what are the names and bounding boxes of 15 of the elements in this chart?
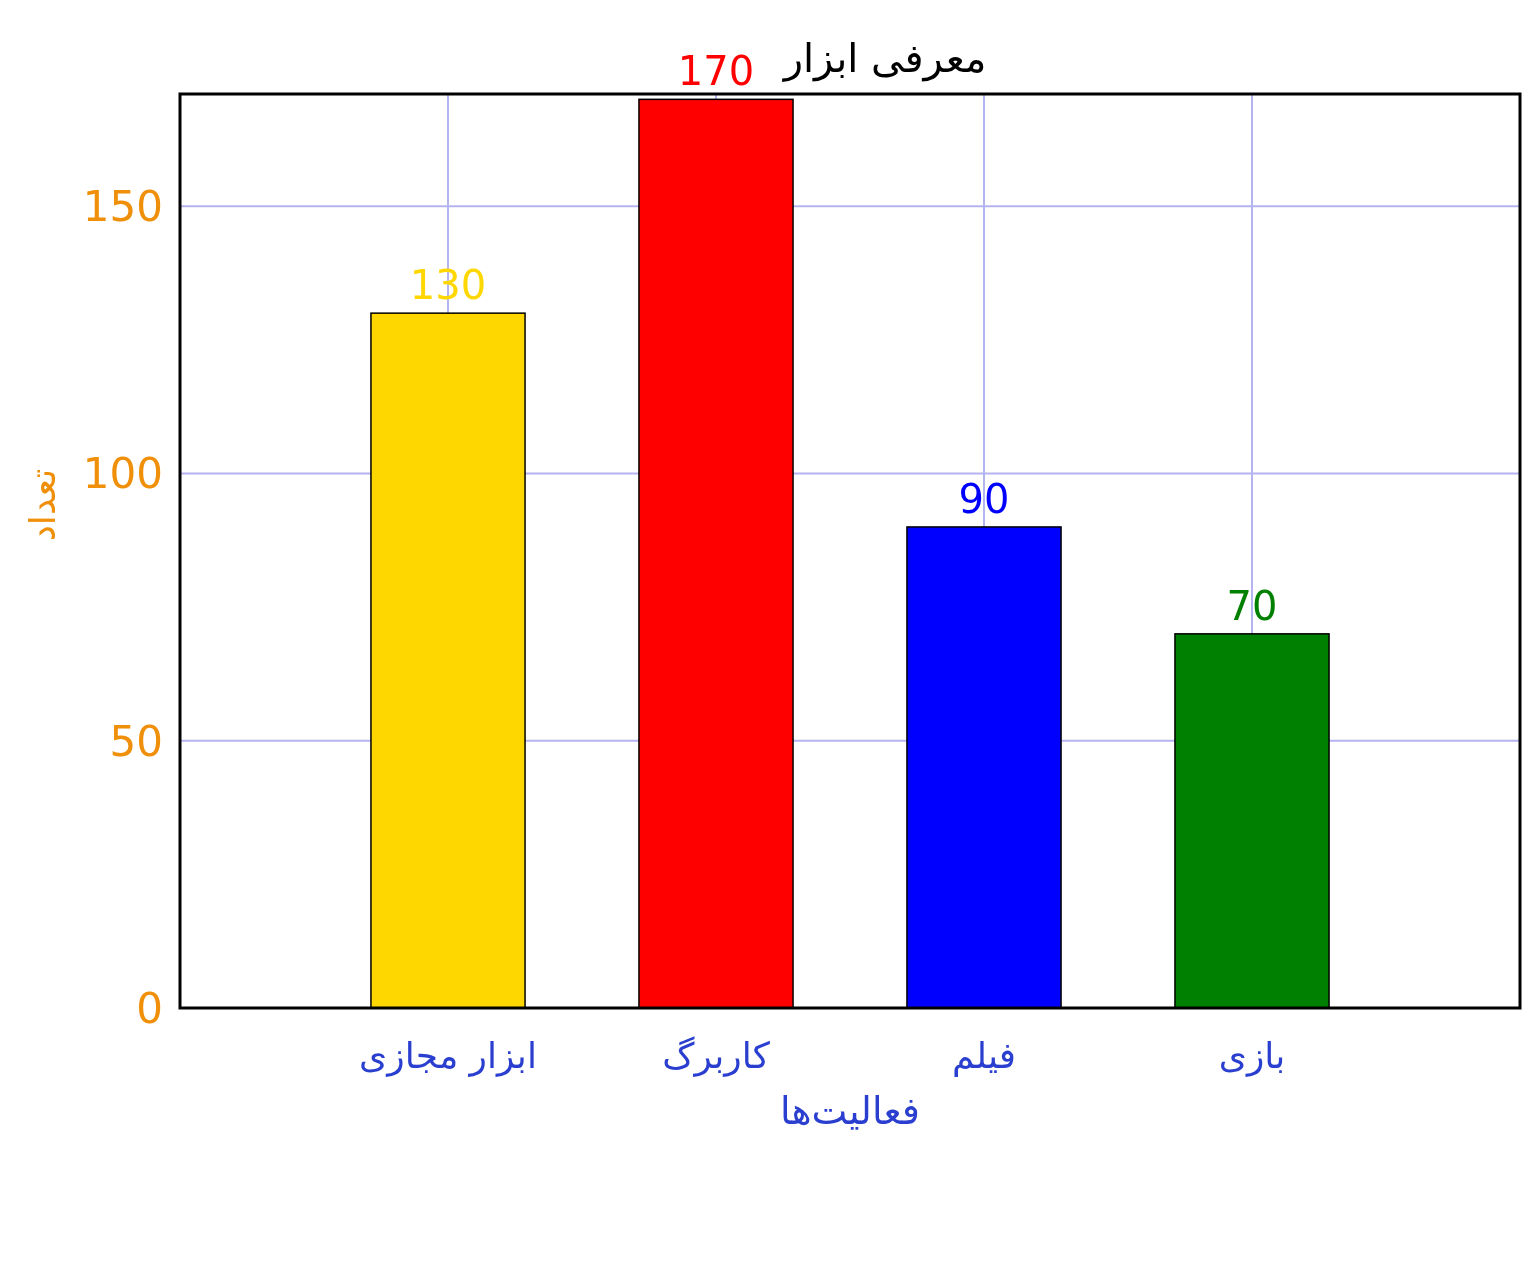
data-label: 70 <box>1226 582 1278 629</box>
x-tick-label: بازی <box>1218 1035 1286 1077</box>
x-tick-label: فیلم <box>952 1035 1016 1077</box>
x-tick-label: ابزار مجازی <box>359 1035 537 1077</box>
y-tick-label: 50 <box>109 716 163 766</box>
y-tick-label: 0 <box>136 984 163 1033</box>
data-label: 130 <box>409 262 487 309</box>
x-axis-title: فعالیت‌ها <box>779 1089 921 1133</box>
y-tick-label: 150 <box>82 182 163 232</box>
chart-title: معرفی ابزار <box>781 35 987 82</box>
data-label: 170 <box>677 48 755 95</box>
y-axis-title: تعداد <box>22 468 63 542</box>
y-tick-label: 100 <box>82 449 163 499</box>
x-tick-label: کاربرگ <box>662 1035 771 1077</box>
data-label: 90 <box>958 475 1010 522</box>
